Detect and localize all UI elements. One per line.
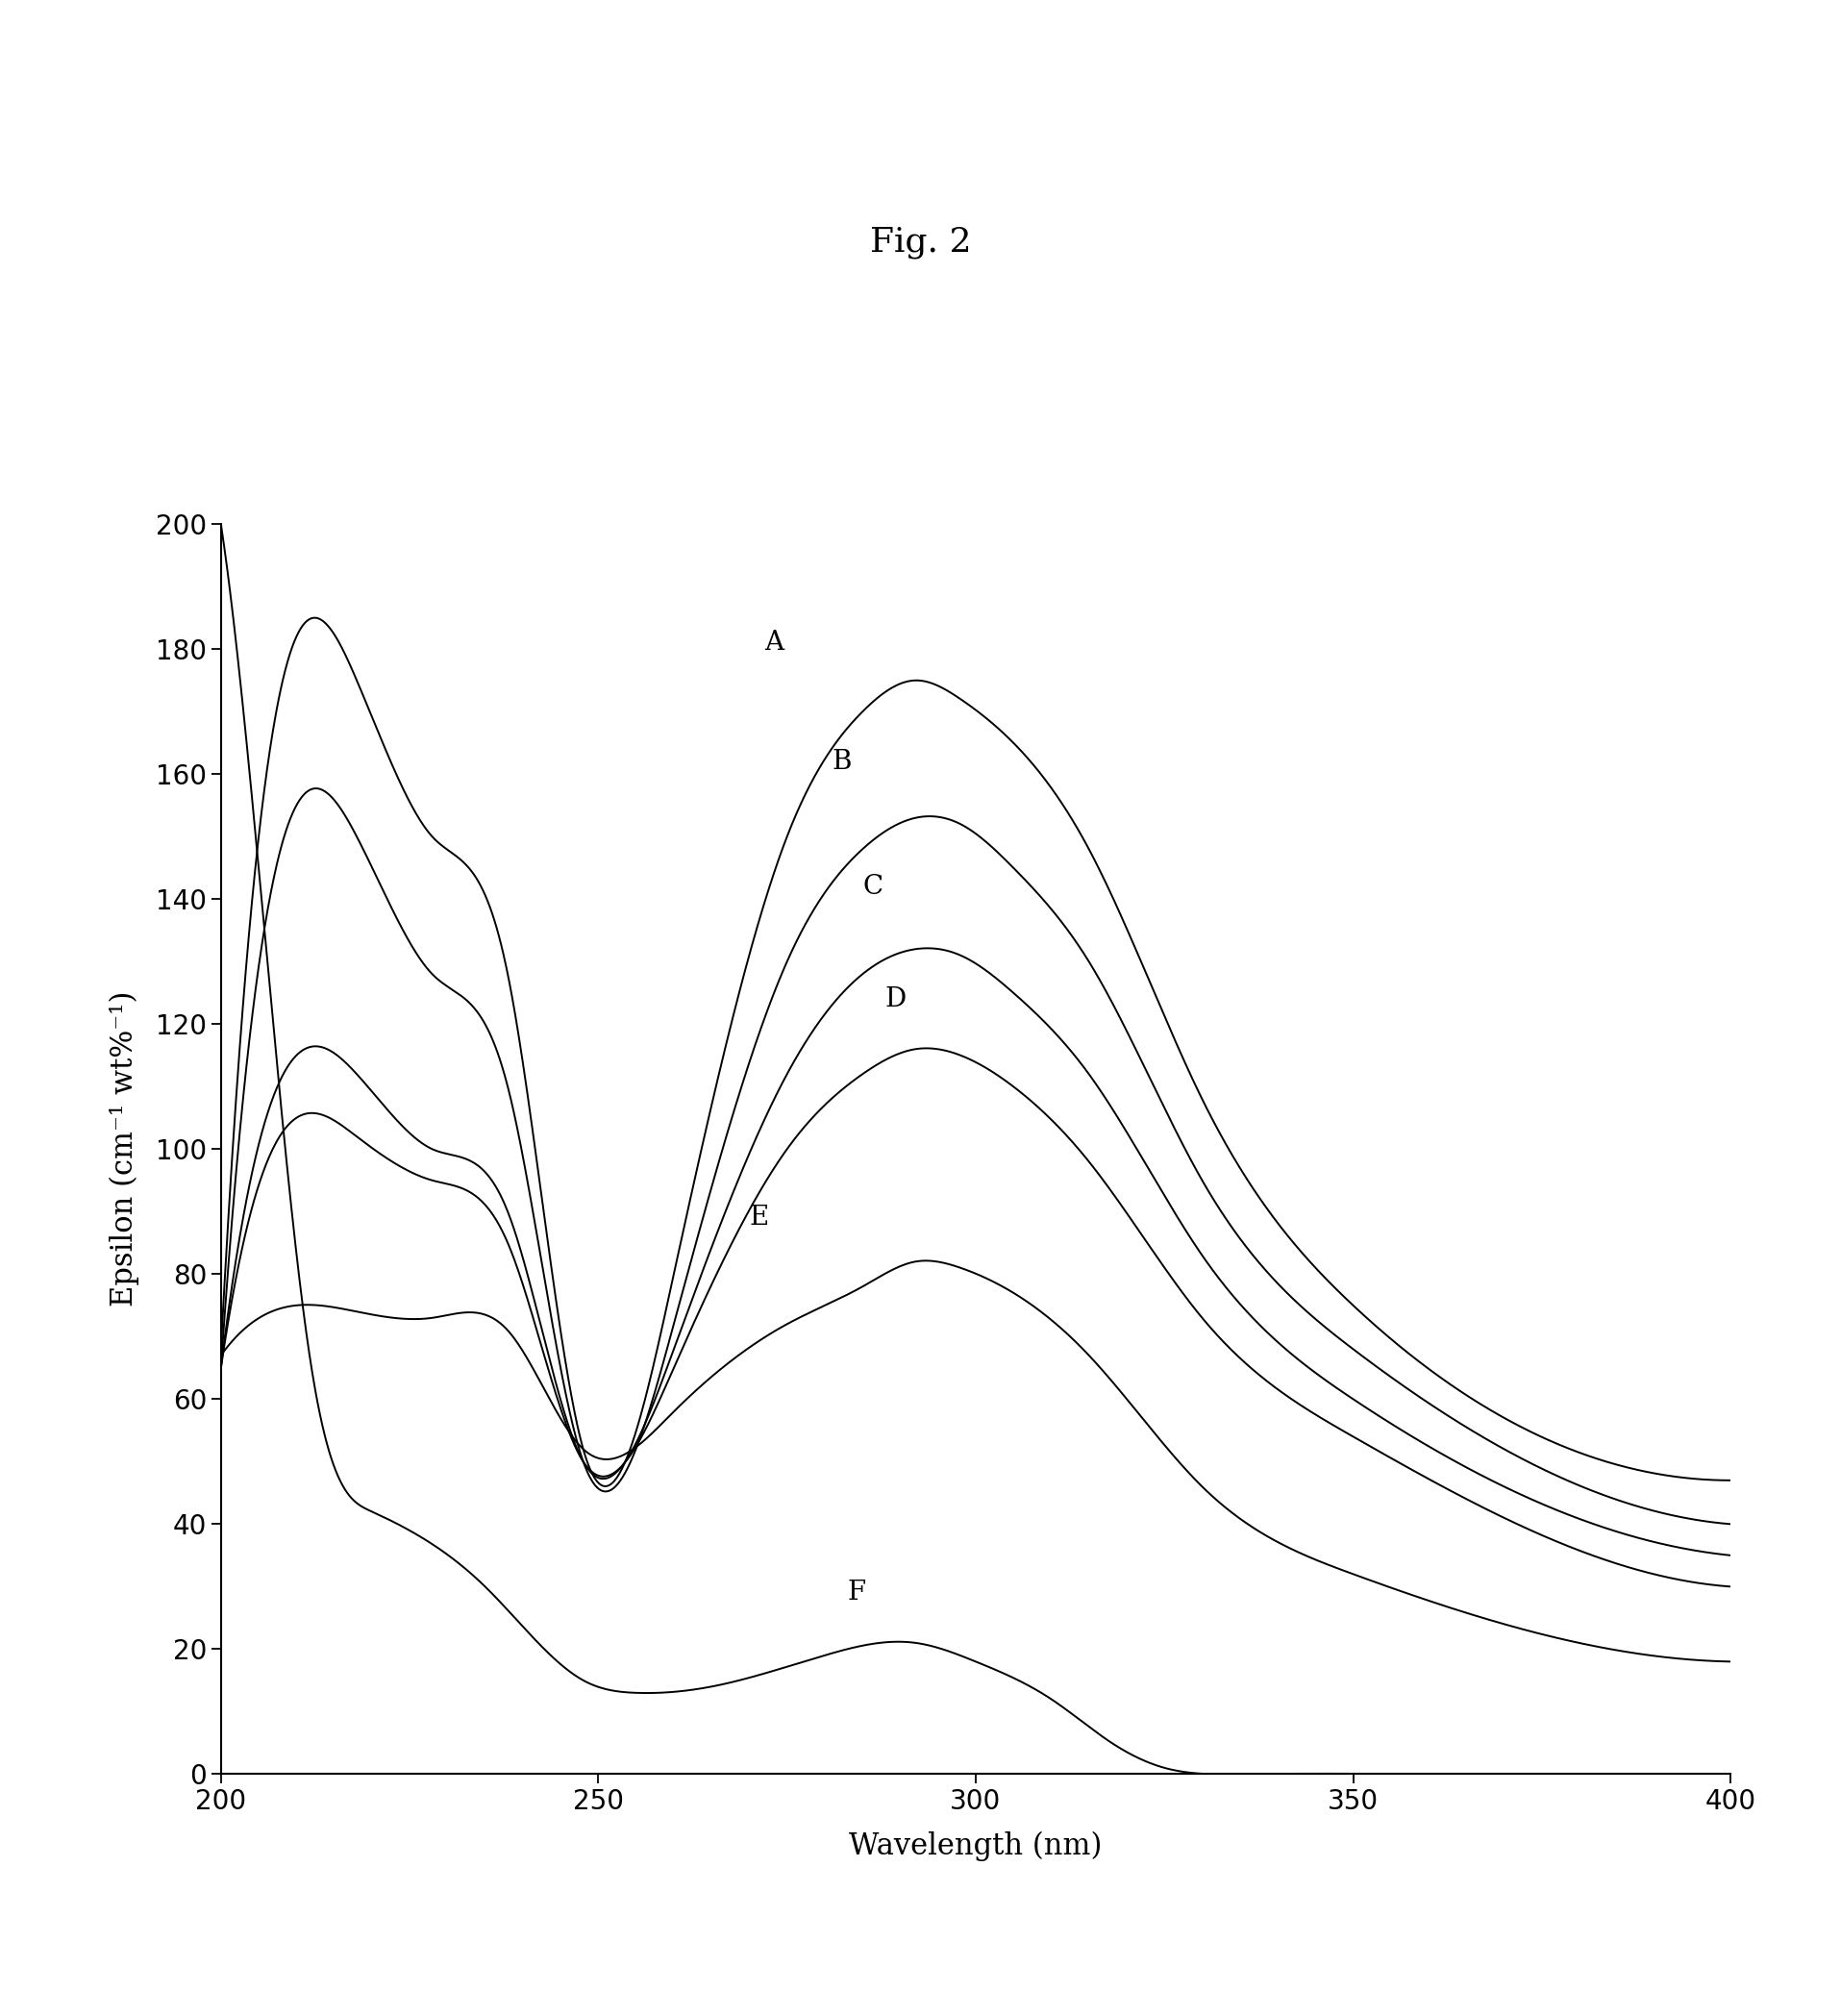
Text: D: D: [885, 986, 905, 1012]
Text: Fig. 2: Fig. 2: [868, 226, 972, 258]
Y-axis label: Epsilon (cm⁻¹ wt%⁻¹): Epsilon (cm⁻¹ wt%⁻¹): [110, 992, 140, 1306]
Text: A: A: [764, 629, 784, 655]
Text: E: E: [749, 1206, 769, 1232]
Text: F: F: [846, 1581, 865, 1607]
X-axis label: Wavelength (nm): Wavelength (nm): [848, 1831, 1102, 1861]
Text: B: B: [832, 748, 852, 774]
Text: C: C: [863, 873, 883, 899]
